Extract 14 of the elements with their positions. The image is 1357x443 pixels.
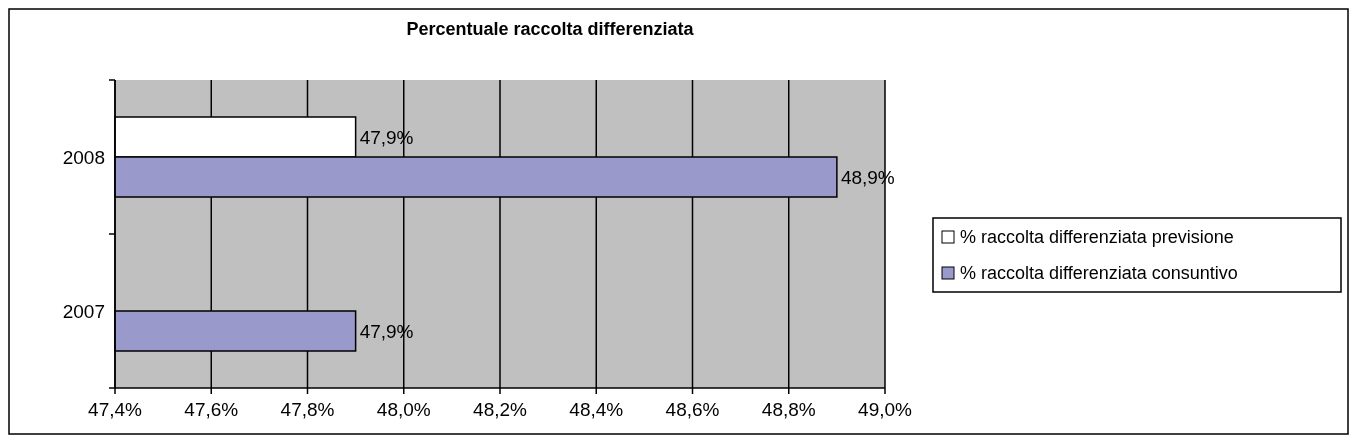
x-tick-label: 48,2% bbox=[473, 399, 528, 420]
y-tick-label: 2007 bbox=[62, 300, 105, 322]
x-tick-label: 47,4% bbox=[88, 399, 143, 420]
x-tick-label: 48,0% bbox=[376, 399, 431, 420]
legend-label: % raccolta differenziata consuntivo bbox=[960, 263, 1238, 284]
x-tick-label: 49,0% bbox=[858, 399, 913, 420]
y-tick-label: 2008 bbox=[62, 146, 105, 168]
x-tick-label: 48,6% bbox=[665, 399, 720, 420]
x-tick-label: 48,8% bbox=[761, 399, 816, 420]
x-tick-label: 47,8% bbox=[280, 399, 335, 420]
legend-label: % raccolta differenziata previsione bbox=[960, 227, 1234, 248]
x-tick-label: 47,6% bbox=[184, 399, 239, 420]
chart-title: Percentuale raccolta differenziata bbox=[406, 19, 695, 39]
x-tick-label: 48,4% bbox=[569, 399, 624, 420]
